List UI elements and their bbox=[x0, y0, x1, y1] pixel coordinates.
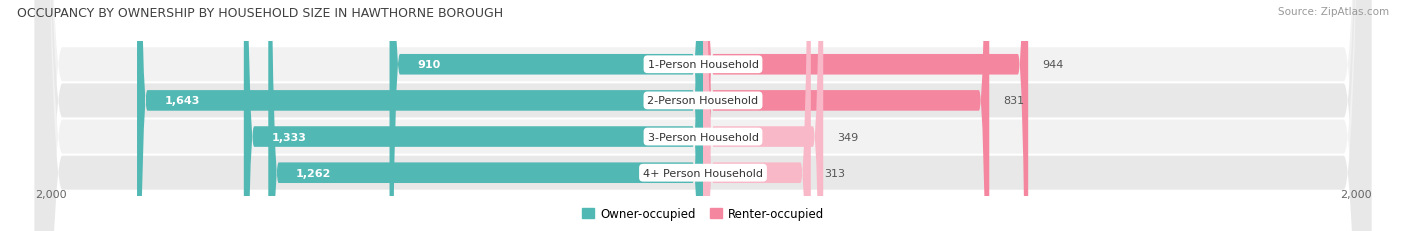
Text: Source: ZipAtlas.com: Source: ZipAtlas.com bbox=[1278, 7, 1389, 17]
FancyBboxPatch shape bbox=[35, 0, 1371, 231]
Text: 2,000: 2,000 bbox=[35, 190, 66, 200]
Text: 1-Person Household: 1-Person Household bbox=[648, 60, 758, 70]
Text: 831: 831 bbox=[1002, 96, 1024, 106]
FancyBboxPatch shape bbox=[35, 0, 1371, 231]
Text: 4+ Person Household: 4+ Person Household bbox=[643, 168, 763, 178]
FancyBboxPatch shape bbox=[389, 0, 703, 231]
FancyBboxPatch shape bbox=[703, 0, 990, 231]
Text: 2-Person Household: 2-Person Household bbox=[647, 96, 759, 106]
Legend: Owner-occupied, Renter-occupied: Owner-occupied, Renter-occupied bbox=[578, 202, 828, 225]
Text: OCCUPANCY BY OWNERSHIP BY HOUSEHOLD SIZE IN HAWTHORNE BOROUGH: OCCUPANCY BY OWNERSHIP BY HOUSEHOLD SIZE… bbox=[17, 7, 503, 20]
Text: 1,262: 1,262 bbox=[295, 168, 332, 178]
Text: 349: 349 bbox=[837, 132, 858, 142]
FancyBboxPatch shape bbox=[703, 0, 824, 231]
Text: 1,333: 1,333 bbox=[271, 132, 307, 142]
FancyBboxPatch shape bbox=[269, 0, 703, 231]
FancyBboxPatch shape bbox=[35, 0, 1371, 231]
Text: 3-Person Household: 3-Person Household bbox=[648, 132, 758, 142]
Text: 910: 910 bbox=[418, 60, 440, 70]
Text: 944: 944 bbox=[1042, 60, 1063, 70]
Text: 313: 313 bbox=[824, 168, 845, 178]
FancyBboxPatch shape bbox=[703, 0, 811, 231]
Text: 1,643: 1,643 bbox=[165, 96, 200, 106]
Text: 2,000: 2,000 bbox=[1340, 190, 1371, 200]
FancyBboxPatch shape bbox=[136, 0, 703, 231]
FancyBboxPatch shape bbox=[35, 0, 1371, 231]
FancyBboxPatch shape bbox=[703, 0, 1028, 231]
FancyBboxPatch shape bbox=[243, 0, 703, 231]
